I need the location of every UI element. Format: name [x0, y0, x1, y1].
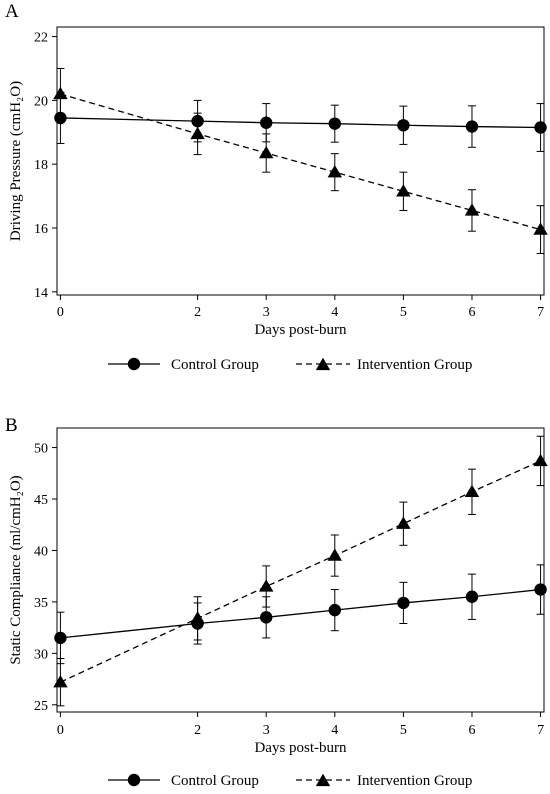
x-tick-label: 6 — [468, 723, 475, 738]
legend: Control Group Intervention Group — [108, 773, 472, 789]
data-point-triangle — [259, 579, 274, 592]
legend-label-intervention: Intervention Group — [357, 357, 472, 373]
x-tick-label: 0 — [57, 723, 64, 738]
x-tick-label: 3 — [263, 723, 270, 738]
data-point-circle — [465, 120, 479, 133]
y-axis-label: Driving Pressure (cmH₂O) — [8, 81, 24, 241]
y-tick-label: 40 — [34, 544, 48, 559]
data-point-triangle — [396, 516, 411, 529]
data-point-triangle — [327, 548, 342, 561]
y-tick-label: 18 — [34, 158, 48, 173]
data-point-triangle — [190, 126, 205, 140]
data-point-circle — [260, 611, 273, 624]
y-tick-label: 20 — [34, 94, 48, 109]
x-tick-label: 6 — [468, 305, 475, 320]
data-point-triangle — [533, 222, 548, 235]
data-point-triangle — [533, 453, 548, 467]
data-point-circle — [54, 631, 67, 645]
legend-marker-intervention — [315, 357, 331, 371]
legend: Control Group Intervention Group — [108, 357, 472, 373]
data-point-circle — [328, 603, 341, 617]
data-point-triangle — [396, 184, 411, 197]
legend-label-control: Control Group — [171, 357, 259, 373]
legend-marker-control — [127, 773, 141, 787]
x-tick-label: 4 — [331, 305, 338, 320]
legend-marker-control — [127, 357, 141, 371]
data-point-circle — [328, 117, 341, 130]
data-point-circle — [397, 119, 410, 132]
data-point-circle — [534, 121, 547, 134]
y-tick-label: 50 — [34, 442, 48, 457]
panel-label: A — [5, 1, 19, 22]
y-tick-label: 22 — [34, 31, 48, 46]
x-tick-label: 3 — [263, 305, 270, 320]
x-tick-label: 2 — [194, 305, 201, 320]
x-tick-label: 0 — [57, 305, 64, 320]
y-tick-label: 25 — [34, 699, 48, 714]
plot-frame — [56, 26, 545, 296]
series-control — [54, 91, 547, 152]
data-point-triangle — [53, 674, 68, 688]
y-tick-label: 35 — [34, 596, 48, 611]
x-tick-label: 7 — [537, 305, 544, 320]
y-tick-label: 16 — [34, 222, 48, 237]
data-point-circle — [260, 116, 273, 129]
x-axis-label: Days post-burn — [254, 740, 347, 756]
x-tick-label: 7 — [537, 723, 544, 738]
x-tick-label: 2 — [194, 723, 201, 738]
data-point-circle — [534, 583, 547, 596]
y-tick-label: 14 — [34, 286, 48, 301]
x-tick-label: 5 — [400, 723, 407, 738]
x-tick-label: 5 — [400, 305, 407, 320]
x-tick-label: 4 — [331, 723, 338, 738]
series-control — [54, 564, 547, 665]
data-point-triangle — [259, 145, 274, 159]
y-tick-label: 45 — [34, 493, 48, 508]
data-point-circle — [465, 590, 479, 603]
y-tick-label: 30 — [34, 647, 48, 662]
x-axis-label: Days post-burn — [254, 322, 347, 338]
data-point-triangle — [53, 86, 68, 100]
legend-marker-intervention — [315, 773, 331, 787]
panel-label: B — [5, 415, 18, 436]
series-intervention — [53, 435, 548, 707]
y-axis-label: Static Compliance (ml/cmH₂O) — [8, 475, 24, 664]
data-point-triangle — [190, 611, 205, 624]
series-intervention — [53, 67, 548, 255]
legend-label-intervention: Intervention Group — [357, 773, 472, 789]
legend-label-control: Control Group — [171, 773, 259, 789]
plot-frame — [56, 427, 545, 713]
data-point-triangle — [464, 484, 480, 497]
data-point-triangle — [327, 164, 342, 178]
chart-panel-A: A 14 16 18 20 22 0 2 3 4 5 6 7 Days post-burn Driving … — [5, 1, 548, 373]
data-point-circle — [397, 596, 410, 610]
data-point-triangle — [464, 203, 480, 216]
